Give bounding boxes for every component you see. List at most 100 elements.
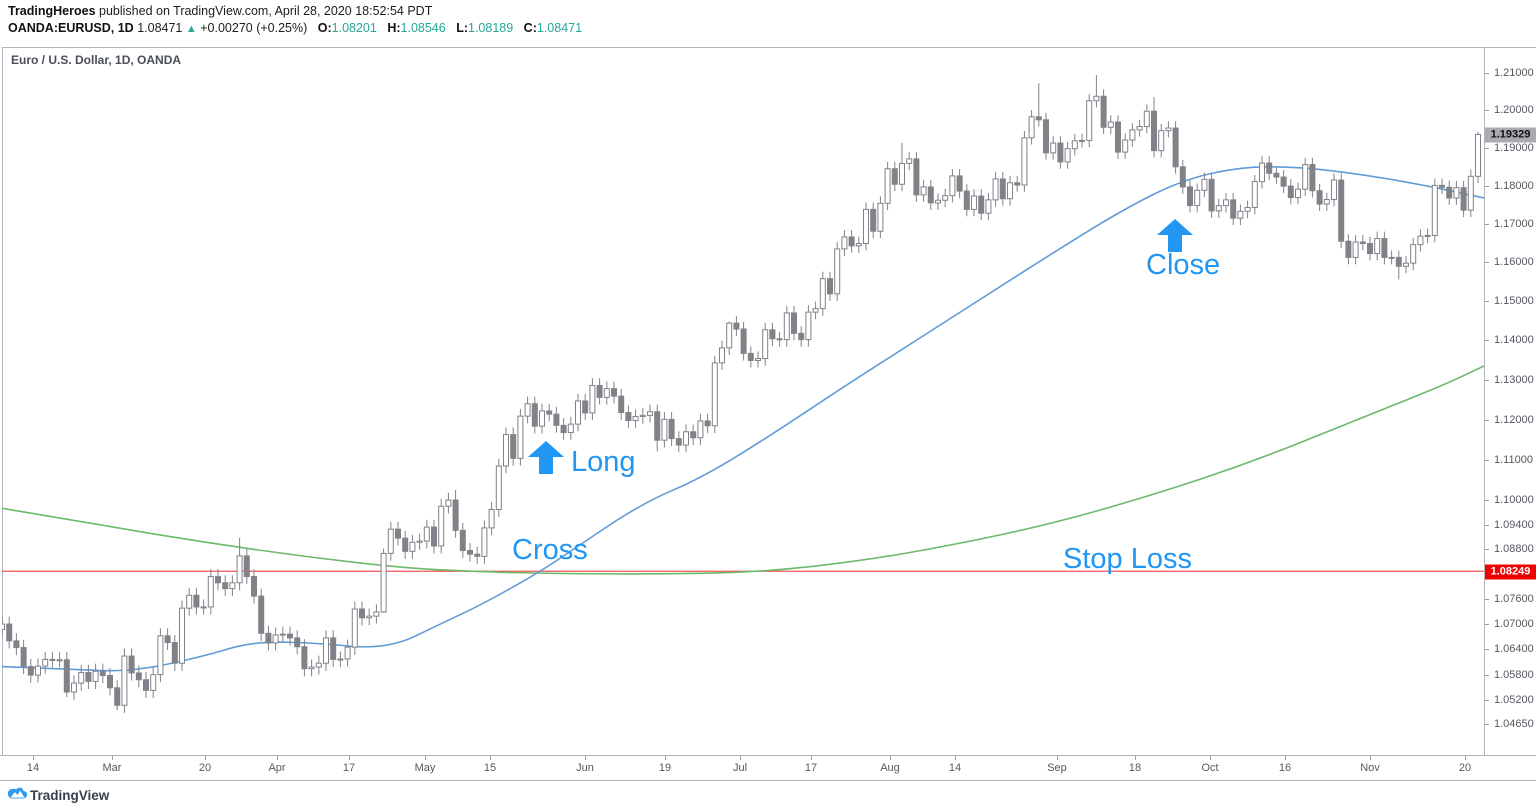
candle-body-up (308, 666, 315, 670)
ma-200-line[interactable] (2, 365, 1484, 575)
time-axis[interactable]: 14 Mar 20 Apr 17 May 15 Jun 19 Jul 17 Aug 14 Sep 18 Oct… (0, 755, 1536, 781)
price-tick-label: 1.05200 (1494, 694, 1534, 707)
candle-body-down (546, 410, 553, 415)
candle-body-down (431, 526, 437, 547)
annotation-close[interactable]: Close (1146, 249, 1221, 281)
price-tick (1485, 549, 1489, 551)
candle (978, 189, 985, 221)
candle (539, 403, 545, 434)
candle (675, 431, 682, 453)
price-tick (1485, 419, 1489, 421)
candle-body-up (1331, 179, 1337, 200)
candle-body-down (13, 640, 20, 649)
candle (517, 408, 524, 466)
close-arrow-icon[interactable] (1157, 219, 1193, 252)
candle (63, 652, 70, 698)
candle (935, 193, 941, 210)
low-label: L: (456, 21, 468, 35)
price-tick-label: 1.11000 (1494, 453, 1533, 466)
candle-body-down (1460, 187, 1467, 211)
candle-body-down (791, 312, 797, 334)
candle-body-up (524, 403, 531, 417)
candle (971, 189, 977, 217)
candle (1107, 115, 1114, 135)
candle (6, 616, 13, 649)
candle-body-down (452, 499, 459, 531)
long-arrow-icon[interactable] (528, 441, 564, 474)
chart-title: Euro / U.S. Dollar, 1D, OANDA (11, 53, 182, 67)
annotation-long[interactable]: Long (571, 446, 636, 478)
annotation-stop_loss[interactable]: Stop Loss (1063, 543, 1192, 575)
candle (956, 169, 963, 198)
candle (1309, 157, 1316, 198)
candle (1424, 228, 1431, 244)
time-tick-label: 16 (1278, 762, 1292, 774)
candle (1187, 180, 1193, 213)
tradingview-logo-icon[interactable] (7, 786, 28, 804)
candle (575, 393, 581, 432)
candle (395, 521, 401, 546)
candle (459, 522, 466, 558)
candle (481, 520, 488, 564)
candle-body-down (193, 594, 200, 608)
candle (1251, 174, 1258, 215)
candle (1381, 231, 1388, 265)
candle-body-up (1223, 199, 1229, 207)
candle (1115, 115, 1121, 159)
candle-body-up (1007, 182, 1013, 200)
chart-pane[interactable] (2, 47, 1484, 755)
price-tick (1485, 649, 1489, 651)
candle-body-up (647, 411, 653, 416)
candle-body-up (229, 582, 236, 590)
candle (899, 143, 905, 192)
open-value: 1.08201 (331, 21, 377, 35)
close-label: C: (523, 21, 537, 35)
candle-body-down (596, 384, 603, 398)
time-tick-label: Apr (268, 762, 286, 774)
price-tick-label: 1.06400 (1494, 643, 1534, 656)
candle (855, 236, 862, 253)
candle (531, 396, 538, 434)
candle (805, 305, 812, 347)
candle-body-up (387, 528, 394, 554)
candle-body-up (315, 662, 322, 668)
candle-body-down (927, 186, 934, 204)
candle-body-up (121, 655, 128, 706)
candle (236, 537, 243, 591)
candle-body-up (1467, 175, 1474, 211)
candle-body-up (78, 672, 85, 684)
candle (215, 569, 221, 591)
price-change: +0.00270 (+0.25%) (200, 21, 308, 35)
price-tick (1485, 624, 1489, 626)
candle (35, 658, 41, 683)
candle (625, 405, 632, 428)
candle (99, 663, 106, 684)
candle-body-up (1093, 95, 1100, 102)
time-tick (811, 756, 812, 760)
annotation-cross[interactable]: Cross (512, 534, 588, 566)
candle (1050, 136, 1057, 160)
candle-body-down (1446, 186, 1453, 199)
candle (279, 626, 286, 643)
candle (913, 152, 920, 202)
candle (1244, 200, 1251, 219)
price-tick-label: 1.10000 (1494, 494, 1534, 507)
candle (719, 340, 725, 370)
price-tick-label: 1.16000 (1494, 256, 1534, 269)
candle (1079, 133, 1085, 148)
tradingview-brand-text[interactable]: TradingView (30, 788, 110, 803)
candle-body-up (949, 175, 956, 197)
candle-body-down (913, 158, 920, 196)
price-axis[interactable]: 1.21000 1.20000 1.19000 1.18000 1.17000 1.160… (1484, 47, 1536, 781)
price-tick-label: 1.07000 (1494, 618, 1534, 631)
candle (2, 616, 5, 638)
ma-50-line[interactable] (2, 166, 1484, 672)
candle-body-down (143, 679, 149, 691)
candle-body-up (1143, 110, 1150, 128)
candlestick-plot[interactable] (2, 47, 1484, 755)
candle-body-down (1100, 95, 1107, 128)
candle (387, 521, 394, 561)
price-tick (1485, 223, 1489, 225)
candle-body-up (1086, 100, 1093, 141)
candle-body-down (690, 431, 697, 439)
